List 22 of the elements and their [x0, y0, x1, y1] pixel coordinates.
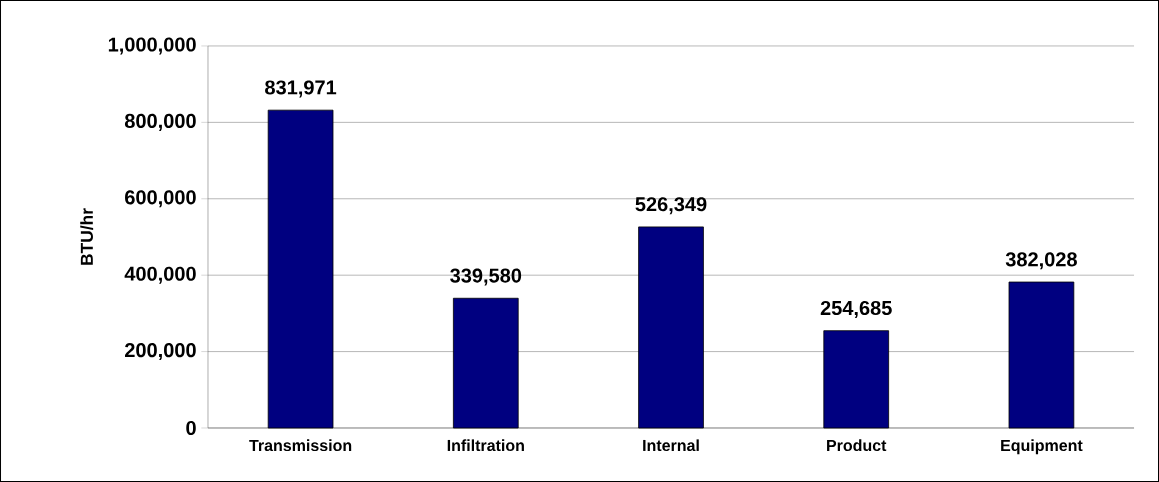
data-label: 831,971	[265, 80, 337, 98]
bar	[638, 226, 704, 429]
bar	[823, 330, 890, 429]
bar	[452, 297, 519, 429]
x-tick-label: Transmission	[249, 439, 352, 452]
x-tick-label: Infiltration	[447, 439, 524, 452]
y-tick-label: 1,000,000	[108, 37, 196, 55]
y-tick-label: 0	[186, 420, 196, 436]
x-tick-label: Product	[827, 439, 887, 452]
y-tick-label: 800,000	[124, 113, 196, 131]
y-tick-label: 600,000	[125, 190, 196, 208]
x-tick-label: Internal	[643, 439, 699, 452]
y-axis-title: BTU/hr	[80, 208, 94, 265]
data-label: 382,028	[1005, 252, 1077, 270]
bar	[1008, 281, 1075, 429]
bar	[267, 109, 334, 429]
data-label: 254,685	[820, 300, 892, 318]
data-label: 526,349	[635, 197, 707, 215]
data-label: 339,580	[450, 268, 522, 286]
y-tick-label: 200,000	[125, 343, 196, 361]
y-tick-label: 400,000	[124, 266, 196, 284]
x-tick-label: Equipment	[1001, 439, 1083, 455]
